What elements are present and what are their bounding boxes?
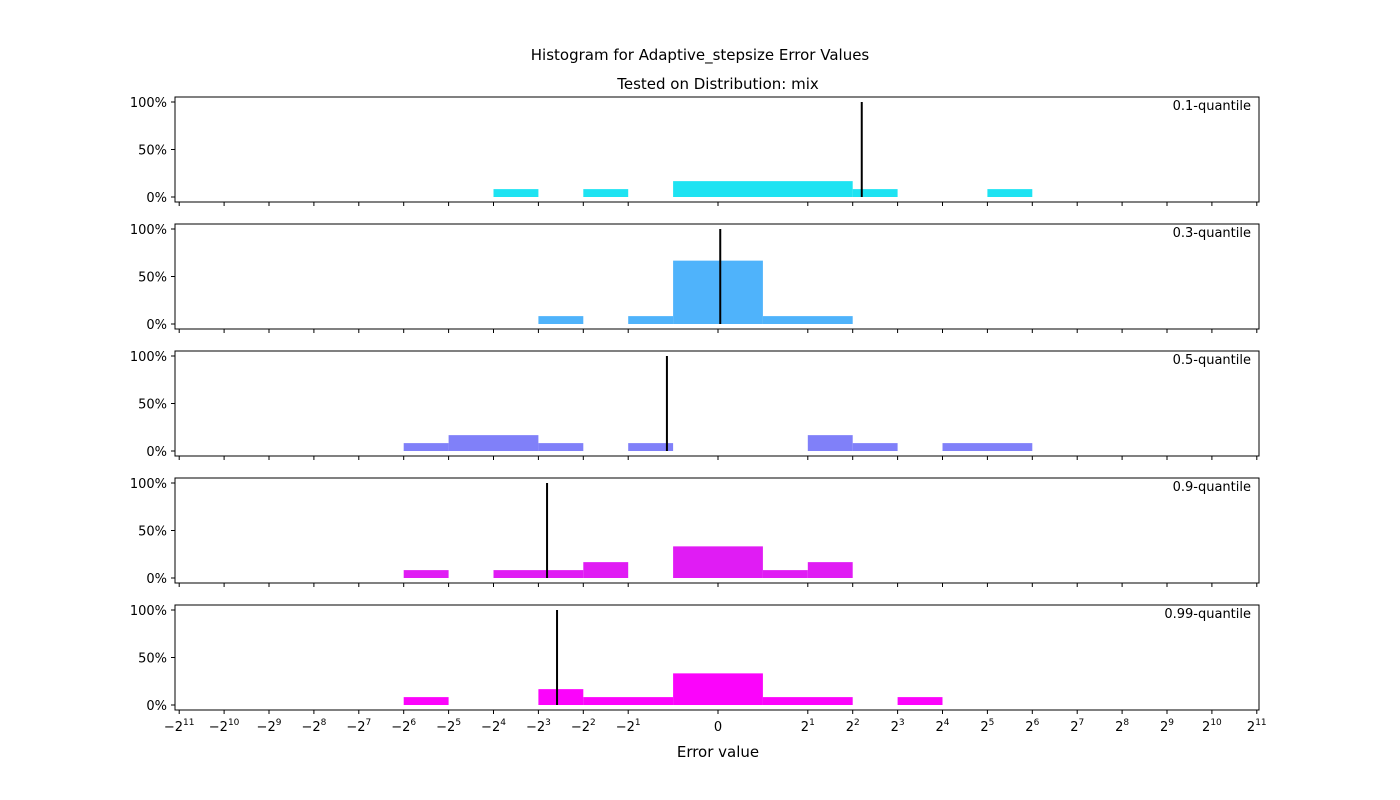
y-tick-label: 0% — [146, 191, 167, 206]
x-tick-label: 21 — [801, 718, 815, 735]
y-tick-label: 100% — [130, 604, 167, 619]
bar — [897, 697, 943, 705]
y-tick-label: 0% — [146, 318, 167, 333]
y-tick-label: 50% — [138, 525, 167, 540]
bar — [538, 443, 584, 451]
bar — [673, 546, 763, 578]
panel-0.1-quantile: 0% 50% 100% 0.1-quantile — [130, 96, 1260, 206]
bar — [673, 673, 763, 705]
x-tick-label: 22 — [846, 718, 860, 735]
chart-title: Histogram for Adaptive_stepsize Error Va… — [531, 46, 870, 65]
bar — [493, 570, 584, 578]
bar — [583, 189, 629, 197]
x-tick-label: −210 — [209, 718, 240, 735]
x-tick-label: −23 — [526, 718, 551, 735]
bar — [628, 443, 674, 451]
panel-frame — [174, 350, 1260, 457]
y-tick-label: 50% — [138, 652, 167, 667]
y-tick-label: 50% — [138, 144, 167, 159]
x-tick-label: −21 — [616, 718, 641, 735]
x-tick-label: 29 — [1160, 718, 1174, 735]
bar — [403, 697, 449, 705]
panel-0.99-quantile: 0% 50% 100% 0.99-quantile — [130, 604, 1260, 714]
bar — [987, 189, 1033, 197]
bar — [538, 316, 584, 324]
x-tick-label: −25 — [436, 718, 461, 735]
x-tick-label: 25 — [980, 718, 994, 735]
panel-0.5-quantile: 0% 50% 100% 0.5-quantile — [130, 350, 1260, 460]
bar — [448, 435, 539, 451]
bar — [403, 443, 449, 451]
panel-label: 0.99-quantile — [1164, 607, 1251, 622]
x-tick-label: 26 — [1025, 718, 1039, 735]
bar — [762, 570, 808, 578]
bar — [403, 570, 449, 578]
x-axis-label: Error value — [677, 743, 759, 761]
x-tick-label: 28 — [1115, 718, 1129, 735]
y-tick-label: 0% — [146, 572, 167, 587]
x-tick-label: −22 — [571, 718, 596, 735]
panel-label: 0.3-quantile — [1173, 226, 1251, 241]
bar — [583, 697, 674, 705]
bar — [852, 189, 898, 197]
x-tick-label: 23 — [891, 718, 905, 735]
bar — [852, 443, 898, 451]
bar — [493, 189, 539, 197]
x-tick-label: 24 — [935, 718, 949, 735]
panels: 0% 50% 100% 0.1-quantile 0% 50% 100% 0.3-quanti… — [130, 96, 1260, 714]
x-tick-label: −27 — [346, 718, 371, 735]
panel-label: 0.1-quantile — [1173, 99, 1251, 114]
x-tick-label: 210 — [1202, 718, 1222, 735]
x-tick-label: 211 — [1247, 718, 1267, 735]
y-tick-label: 0% — [146, 699, 167, 714]
bar — [628, 316, 674, 324]
bar — [583, 562, 629, 578]
bar — [807, 562, 853, 578]
x-tick-label: −28 — [301, 718, 326, 735]
x-tick-label: −24 — [481, 718, 506, 735]
x-tick-label: 27 — [1070, 718, 1084, 735]
bar — [673, 181, 853, 197]
panel-label: 0.9-quantile — [1173, 480, 1251, 495]
x-tick-label: −211 — [164, 718, 195, 735]
bar — [762, 316, 853, 324]
bar — [538, 689, 584, 705]
x-tick-label: −29 — [257, 718, 282, 735]
y-tick-label: 100% — [130, 96, 167, 111]
y-tick-label: 100% — [130, 223, 167, 238]
panel-0.3-quantile: 0% 50% 100% 0.3-quantile — [130, 223, 1260, 333]
x-tick-label: −26 — [391, 718, 416, 735]
y-tick-label: 50% — [138, 271, 167, 286]
panel-0.9-quantile: 0% 50% 100% 0.9-quantile — [130, 477, 1260, 587]
bar — [762, 697, 853, 705]
y-tick-label: 100% — [130, 350, 167, 365]
bar — [807, 435, 853, 451]
y-tick-label: 100% — [130, 477, 167, 492]
y-tick-label: 0% — [146, 445, 167, 460]
x-tick-label: 0 — [714, 720, 722, 735]
bar — [673, 260, 763, 324]
x-axis: −211 −210 −29 −28 −27 −26 −25 −24 −23 −22 −21 0 21 22… — [164, 718, 1267, 735]
panel-label: 0.5-quantile — [1173, 353, 1251, 368]
bar — [942, 443, 1033, 451]
y-tick-label: 50% — [138, 398, 167, 413]
chart-subtitle: Tested on Distribution: mix — [616, 75, 819, 93]
